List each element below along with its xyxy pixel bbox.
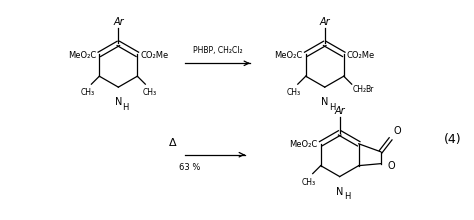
- Text: H: H: [122, 103, 129, 112]
- Text: MeO₂C: MeO₂C: [68, 51, 96, 60]
- Text: MeO₂C: MeO₂C: [274, 51, 303, 60]
- Text: CH₃: CH₃: [80, 88, 94, 97]
- Text: 63 %: 63 %: [180, 163, 201, 172]
- Text: N: N: [115, 97, 122, 107]
- Text: Δ: Δ: [169, 138, 177, 148]
- Text: H: H: [344, 192, 350, 202]
- Text: (4): (4): [444, 133, 461, 146]
- Text: H: H: [329, 103, 335, 112]
- Text: Ar: Ar: [334, 106, 345, 116]
- Text: CH₃: CH₃: [142, 88, 156, 97]
- Text: CH₂: CH₂: [353, 85, 367, 94]
- Text: CH₃: CH₃: [301, 178, 316, 187]
- Text: N: N: [321, 97, 328, 107]
- Text: MeO₂C: MeO₂C: [290, 140, 318, 149]
- Text: Ar: Ar: [113, 16, 124, 27]
- Text: CO₂Me: CO₂Me: [140, 51, 169, 60]
- Text: O: O: [388, 161, 395, 171]
- Text: CH₃: CH₃: [287, 88, 301, 97]
- Text: CO₂Me: CO₂Me: [346, 51, 375, 60]
- Text: O: O: [393, 126, 401, 136]
- Text: Br: Br: [365, 85, 374, 94]
- Text: Ar: Ar: [319, 16, 330, 27]
- Text: PHBP, CH₂Cl₂: PHBP, CH₂Cl₂: [193, 46, 242, 55]
- Text: N: N: [336, 187, 343, 196]
